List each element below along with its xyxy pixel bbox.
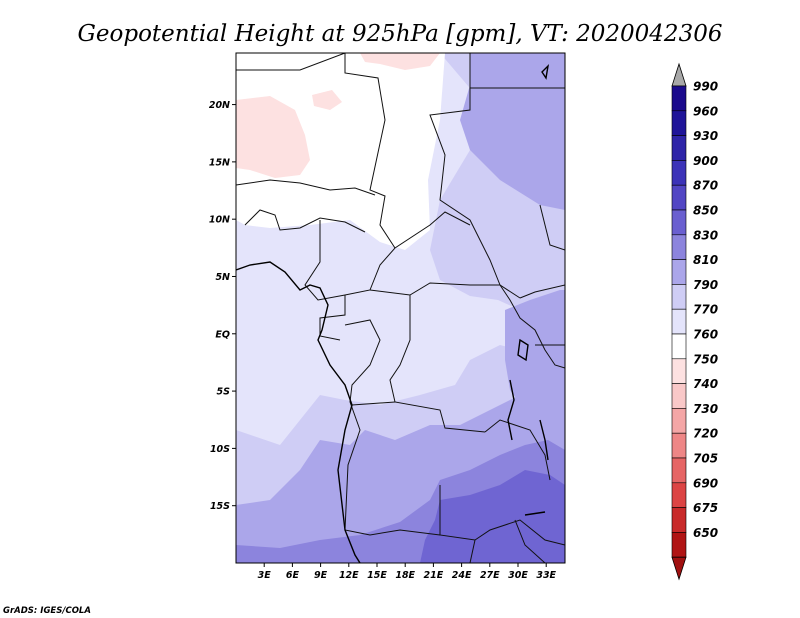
colorbar-label: 850 — [693, 204, 718, 218]
border-line — [236, 179, 376, 196]
colorbar-label: 960 — [693, 104, 718, 118]
colorbar-swatch — [671, 507, 687, 533]
colorbar-label: 990 — [693, 80, 718, 94]
height-field — [236, 53, 565, 563]
colorbar-label: 830 — [693, 228, 718, 242]
colorbar-bottom-cap — [671, 556, 687, 581]
colorbar-label: 930 — [693, 129, 718, 143]
colorbar-swatch — [671, 457, 687, 484]
colorbar-label: 790 — [693, 278, 718, 292]
colorbar-label: 705 — [693, 452, 718, 466]
lake-kariba — [524, 511, 546, 516]
colorbar-label: 650 — [693, 526, 718, 540]
border-line — [514, 519, 546, 563]
coast-detail — [541, 63, 550, 80]
colorbar-swatch — [671, 308, 687, 335]
colorbar-swatch — [671, 110, 687, 136]
x-tick-label: 15E — [367, 570, 387, 581]
x-tick-label: 12E — [339, 570, 359, 581]
border-line — [484, 419, 551, 481]
colorbar-swatch — [671, 209, 687, 236]
border-line — [369, 282, 521, 299]
colorbar-label: 750 — [693, 352, 718, 366]
x-tick-label: 24E — [452, 570, 472, 581]
field-850-870-south — [420, 470, 565, 563]
field-750-760-north — [360, 53, 440, 70]
border-line — [469, 539, 476, 563]
x-tick-label: 21E — [424, 570, 444, 581]
map-frame — [235, 52, 566, 564]
colorbar-swatch — [671, 333, 687, 360]
border-line — [499, 284, 565, 369]
colorbar-swatch — [671, 532, 687, 558]
colorbar-swatch — [671, 85, 687, 112]
x-tick-label: 6E — [286, 570, 300, 581]
y-tick-label: EQ — [215, 329, 230, 340]
y-tick-label: 5S — [217, 387, 231, 398]
colorbar-label: 810 — [693, 253, 718, 267]
coastline — [236, 261, 361, 563]
colorbar-swatch — [671, 432, 687, 459]
border-line — [236, 53, 346, 71]
colorbar-swatch — [671, 358, 687, 384]
colorbar-top-cap — [671, 62, 687, 87]
field-760-770-sahara — [236, 53, 445, 250]
border-line — [244, 209, 366, 233]
y-tick-label: 15N — [209, 157, 230, 168]
colorbar: 990 960 930 900 870 850 830 810 790 770 760 750 740 7… — [671, 62, 718, 581]
y-tick-label: 20N — [209, 100, 230, 111]
colorbar-swatch — [671, 383, 687, 409]
colorbar-label: 720 — [693, 427, 718, 441]
border-line — [539, 204, 565, 251]
colorbar-swatch — [671, 234, 687, 260]
lake-victoria — [517, 338, 529, 362]
colorbar-label: 900 — [693, 154, 718, 168]
border-line — [389, 295, 486, 433]
colorbar-swatch — [671, 160, 687, 186]
field-750-760-west — [236, 96, 310, 178]
colorbar-label: 760 — [693, 328, 718, 342]
y-tick-label: 5N — [215, 272, 230, 283]
x-tick-label: 9E — [314, 570, 328, 581]
political-boundaries — [236, 53, 565, 563]
y-tick-label: 10N — [209, 215, 230, 226]
border-line — [344, 319, 381, 403]
colorbar-label: 870 — [693, 179, 718, 193]
chart-title: Geopotential Height at 925hPa [gpm], VT:… — [78, 21, 723, 47]
colorbar-swatch — [671, 284, 687, 310]
colorbar-label: 770 — [693, 303, 718, 317]
border-line — [344, 53, 396, 249]
colorbar-swatch — [671, 184, 687, 211]
y-tick-label: 10S — [210, 444, 230, 455]
colorbar-swatch — [671, 482, 687, 508]
x-tick-label: 18E — [395, 570, 415, 581]
border-line — [351, 401, 396, 406]
border-line — [519, 284, 565, 299]
x-tick-label: 27E — [480, 570, 500, 581]
x-tick-label: 30E — [508, 570, 528, 581]
colorbar-swatch — [671, 135, 687, 161]
colorbar-label: 690 — [693, 476, 718, 490]
lake-malawi — [539, 419, 549, 461]
colorbar-swatch — [671, 408, 687, 434]
credit-label: GrADS: IGES/COLA — [3, 606, 91, 616]
x-tick-label: 33E — [536, 570, 556, 581]
border-line — [439, 485, 565, 546]
border-line — [429, 53, 501, 286]
field-810-830-rift — [505, 290, 565, 420]
colorbar-label: 730 — [693, 402, 718, 416]
y-axis: 20N 15N 10N 5N EQ 5S 10S 15S — [209, 100, 236, 512]
y-tick-label: 15S — [210, 501, 230, 512]
field-750-760-spot — [312, 90, 342, 110]
border-line — [319, 295, 346, 341]
field-810-830-ne — [460, 53, 565, 210]
x-axis: 3E 6E 9E 12E 15E 18E 21E 24E 27E 30E 33E — [258, 563, 557, 581]
colorbar-label: 740 — [693, 377, 718, 391]
x-tick-label: 3E — [258, 570, 272, 581]
colorbar-swatch — [671, 259, 687, 285]
colorbar-label: 675 — [693, 501, 718, 515]
lake-tanganyika — [507, 379, 515, 441]
